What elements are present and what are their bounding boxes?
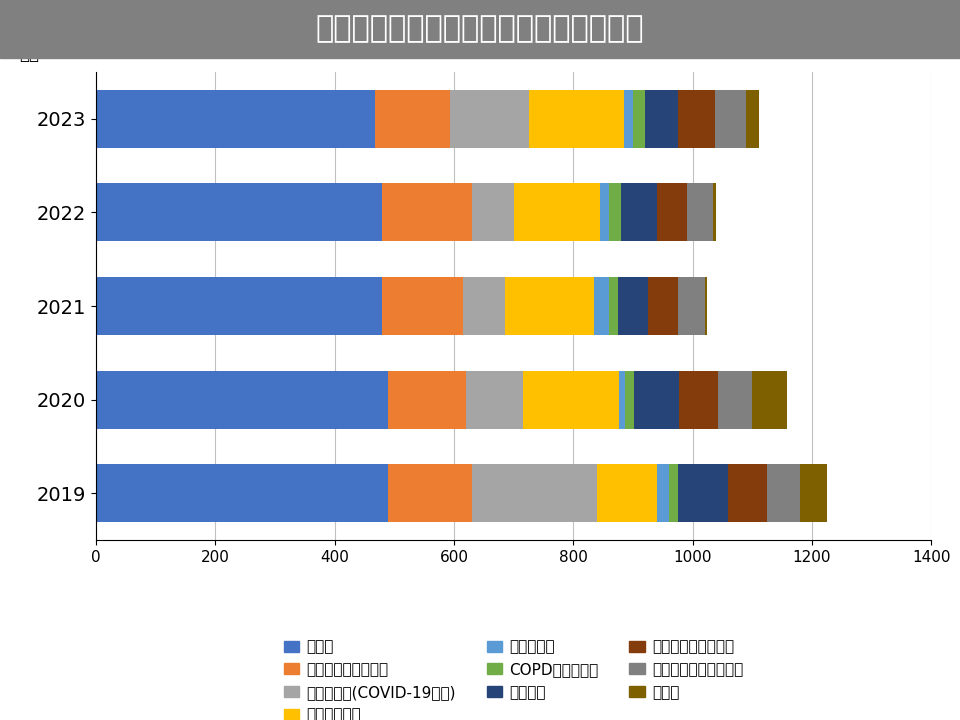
Bar	[472, 464, 597, 522]
Bar	[678, 90, 714, 148]
Legend: 肺がん, 胸部異常陰影・検査, 感染性肺炎(COVID-19含む), 非感染性肺炎, 気管支喘息, COPD・呼吸不全, 胸膜疾患, 気管支・肺血管疾患, 肺が: 肺がん, 胸部異常陰影・検査, 感染性肺炎(COVID-19含む), 非感染性肺…	[276, 632, 751, 720]
Text: 当科の入院患者数の年次推移とその内訳: 当科の入院患者数の年次推移とその内訳	[316, 14, 644, 43]
Bar	[648, 277, 678, 335]
Bar	[618, 277, 648, 335]
Bar	[609, 184, 621, 241]
Bar	[463, 277, 505, 335]
Bar	[382, 184, 472, 241]
Bar	[633, 90, 645, 148]
Bar	[619, 371, 625, 428]
Bar	[522, 371, 619, 428]
Bar	[96, 277, 382, 335]
Bar	[635, 371, 679, 428]
Bar	[669, 464, 678, 522]
Bar	[600, 184, 609, 241]
Bar	[657, 464, 669, 522]
Bar	[625, 371, 635, 428]
Bar	[96, 464, 388, 522]
Bar	[382, 277, 463, 335]
Bar	[514, 184, 600, 241]
Bar	[678, 464, 729, 522]
Bar	[686, 184, 713, 241]
Bar	[96, 184, 382, 241]
Y-axis label: 年度: 年度	[19, 45, 39, 63]
Bar	[621, 184, 657, 241]
Bar	[767, 464, 800, 522]
Bar	[705, 277, 708, 335]
Bar	[800, 464, 827, 522]
Bar	[678, 277, 705, 335]
Bar	[714, 90, 746, 148]
Bar	[645, 90, 678, 148]
Bar	[472, 184, 514, 241]
Bar	[729, 464, 767, 522]
Bar	[753, 371, 787, 428]
Bar	[597, 464, 657, 522]
Bar	[450, 90, 529, 148]
Bar	[96, 90, 375, 148]
Bar	[375, 90, 450, 148]
Bar	[96, 371, 388, 428]
Bar	[505, 277, 594, 335]
Bar	[624, 90, 633, 148]
Bar	[594, 277, 609, 335]
Bar	[466, 371, 522, 428]
Bar	[679, 371, 718, 428]
Bar	[529, 90, 624, 148]
Bar	[746, 90, 759, 148]
Bar	[718, 371, 753, 428]
Bar	[388, 464, 472, 522]
Bar	[657, 184, 686, 241]
Bar	[388, 371, 466, 428]
Bar	[713, 184, 716, 241]
Bar	[609, 277, 618, 335]
